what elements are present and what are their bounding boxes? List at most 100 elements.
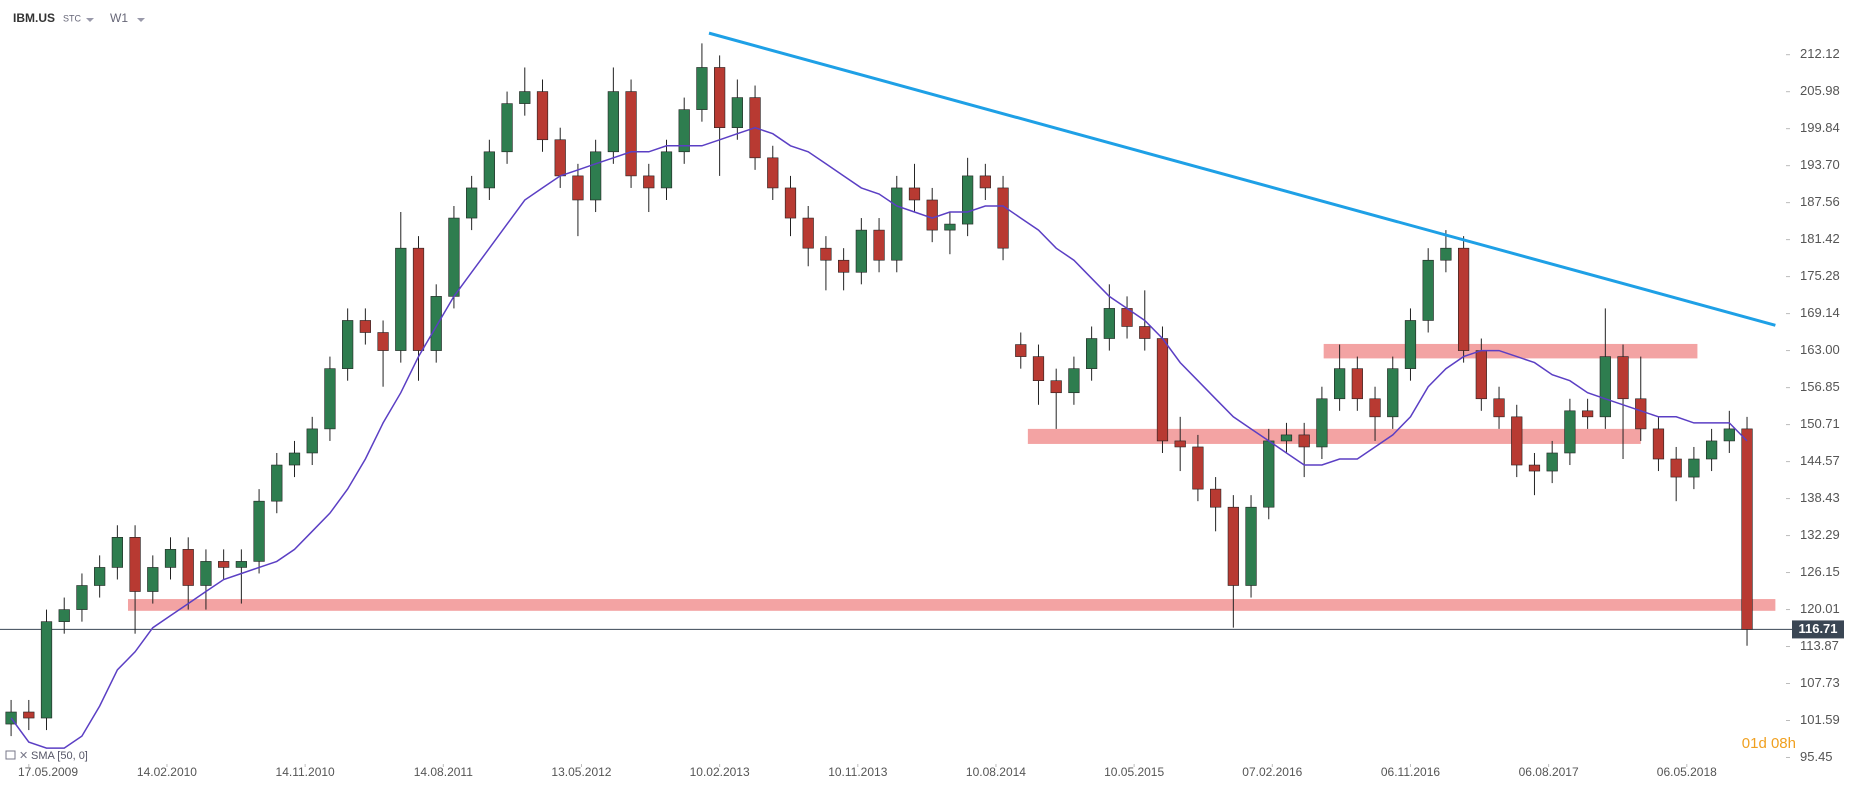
- candle-body: [448, 217, 460, 297]
- y-tick-label: 181.42: [1800, 231, 1840, 246]
- candle-body: [572, 175, 584, 201]
- candle-body: [501, 103, 513, 153]
- candle-body: [430, 296, 442, 351]
- candle-body: [342, 320, 354, 369]
- candle-body: [1741, 428, 1753, 630]
- candle-body: [1440, 247, 1452, 261]
- candle-body: [253, 500, 265, 562]
- candle-body: [164, 549, 177, 568]
- legend-icon: [5, 750, 16, 760]
- y-tick-label: 126.15: [1800, 564, 1840, 579]
- y-tick-label: 187.56: [1800, 194, 1840, 209]
- y-tick-label: 138.43: [1800, 490, 1840, 505]
- candle-body: [731, 97, 743, 129]
- candle-body: [625, 91, 637, 177]
- candle-body: [235, 561, 247, 568]
- symbol[interactable]: IBM.US: [13, 11, 55, 25]
- y-tick-label: 150.71: [1800, 416, 1840, 431]
- candle-body: [1156, 338, 1169, 442]
- x-tick-label: 06.08.2017: [1519, 765, 1579, 779]
- candle-body: [1227, 506, 1239, 586]
- candle-body: [519, 91, 531, 104]
- candle-body: [784, 187, 797, 219]
- candle-body: [678, 109, 690, 153]
- x-tick-label: 14.11.2010: [276, 765, 335, 779]
- candle-body: [660, 151, 673, 189]
- interval[interactable]: W1: [110, 11, 128, 25]
- candle-body: [324, 368, 336, 430]
- candle-body: [1316, 398, 1328, 448]
- sma-line: [10, 126, 1748, 749]
- x-tick-label: 10.05.2015: [1104, 765, 1164, 779]
- candle-body: [129, 537, 141, 592]
- y-tick-label: 169.14: [1800, 305, 1840, 320]
- candle-body: [1280, 434, 1293, 442]
- price-zone: [1027, 428, 1641, 444]
- y-tick-label: 199.84: [1800, 120, 1840, 135]
- x-tick-label: 06.11.2016: [1381, 765, 1440, 779]
- candle-body: [962, 175, 974, 225]
- x-tick-label: 14.02.2010: [137, 765, 197, 779]
- candle-body: [908, 187, 921, 201]
- x-tick-label: 10.11.2013: [828, 765, 887, 779]
- candle-body: [271, 464, 283, 502]
- candle-body: [377, 332, 389, 351]
- candle-body: [1546, 452, 1558, 472]
- candle-body: [58, 609, 70, 622]
- candle-body: [1599, 356, 1611, 418]
- candle-body: [1670, 458, 1682, 478]
- last-price-label: 116.71: [1798, 621, 1837, 636]
- x-tick-label: 13.05.2012: [551, 765, 611, 779]
- x-tick-label: 06.05.2018: [1657, 765, 1717, 779]
- candle-body: [536, 91, 549, 141]
- candle-body: [483, 151, 495, 189]
- candle-body: [802, 217, 814, 249]
- candle-body: [926, 199, 938, 231]
- price-zone: [127, 599, 1776, 611]
- candle-body: [1369, 398, 1381, 418]
- candle-body: [76, 585, 88, 610]
- candle-body: [182, 549, 194, 586]
- candle-body: [1528, 464, 1541, 472]
- candle-body: [1705, 440, 1718, 460]
- candle-body: [820, 247, 832, 261]
- y-tick-label: 156.85: [1800, 379, 1840, 394]
- interval-caret[interactable]: [137, 18, 145, 22]
- candle-body: [855, 229, 867, 273]
- candle-body: [23, 711, 35, 719]
- candle-body: [1688, 458, 1700, 478]
- candle-body: [607, 91, 619, 153]
- candle-body: [200, 561, 212, 586]
- candle-body: [554, 139, 566, 177]
- candle-body: [306, 428, 318, 454]
- candle-body: [1210, 488, 1222, 508]
- x-tick-label: 07.02.2016: [1242, 765, 1302, 779]
- candle-body: [1086, 338, 1098, 369]
- y-tick-label: 175.28: [1800, 268, 1840, 283]
- instrument-kind[interactable]: STC: [63, 13, 82, 23]
- y-tick-label: 205.98: [1800, 83, 1840, 98]
- candle-body: [1032, 356, 1045, 381]
- candle-body: [873, 229, 885, 261]
- sma-legend[interactable]: ✕ SMA [50, 0]: [5, 750, 88, 762]
- candle-body: [1511, 416, 1523, 466]
- candle-body: [767, 157, 779, 189]
- candle-body: [1015, 344, 1027, 357]
- kind-caret[interactable]: [86, 18, 94, 22]
- y-tick-label: 132.29: [1800, 527, 1840, 542]
- candle-body: [696, 67, 708, 110]
- y-tick-label: 107.73: [1800, 675, 1840, 690]
- candle-body: [1068, 368, 1080, 394]
- candle-body: [979, 175, 991, 189]
- candle-body: [1652, 428, 1665, 460]
- candle-body: [1475, 350, 1487, 400]
- y-tick-label: 163.00: [1800, 342, 1840, 357]
- candle-body: [1422, 259, 1434, 321]
- candle-body: [1334, 368, 1346, 400]
- candle-body: [1457, 247, 1470, 351]
- y-tick-label: 101.59: [1800, 712, 1840, 727]
- candle-body: [1245, 506, 1257, 586]
- candle-body: [1493, 398, 1505, 418]
- legend-close[interactable]: ✕: [19, 750, 28, 762]
- candle-body: [1192, 446, 1204, 490]
